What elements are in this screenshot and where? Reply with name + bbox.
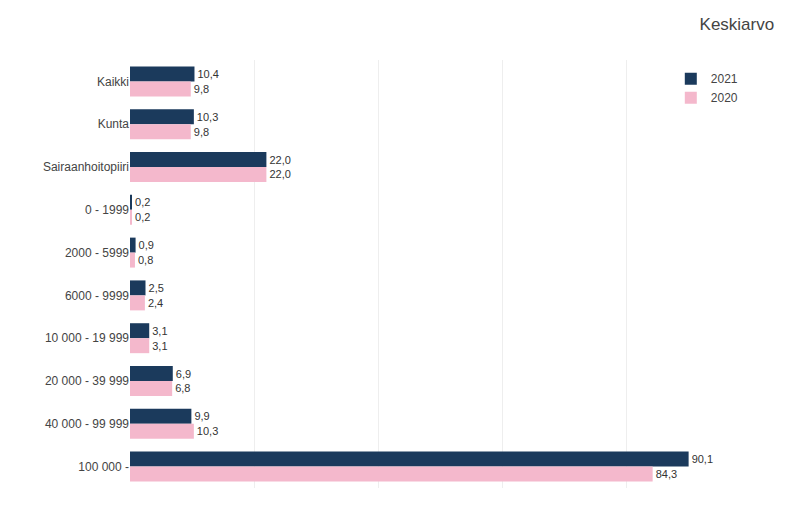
svg-text:84,3: 84,3 bbox=[656, 468, 677, 480]
svg-text:40 000 - 99 999: 40 000 - 99 999 bbox=[45, 417, 129, 431]
svg-text:0,8: 0,8 bbox=[138, 254, 153, 266]
svg-text:10,3: 10,3 bbox=[197, 111, 218, 123]
svg-text:6000 - 9999: 6000 - 9999 bbox=[65, 289, 129, 303]
svg-text:6,8: 6,8 bbox=[175, 382, 190, 394]
svg-text:3,1: 3,1 bbox=[152, 340, 167, 352]
svg-text:Kunta: Kunta bbox=[98, 117, 130, 131]
svg-text:0 - 1999: 0 - 1999 bbox=[85, 203, 129, 217]
svg-text:2,5: 2,5 bbox=[149, 282, 164, 294]
svg-text:2020: 2020 bbox=[711, 91, 738, 105]
svg-text:0,2: 0,2 bbox=[135, 211, 150, 223]
svg-text:10,3: 10,3 bbox=[197, 425, 218, 437]
svg-text:22,0: 22,0 bbox=[269, 154, 290, 166]
svg-text:9,8: 9,8 bbox=[194, 126, 209, 138]
svg-text:6,9: 6,9 bbox=[176, 368, 191, 380]
svg-text:Kaikki: Kaikki bbox=[97, 75, 129, 89]
svg-text:2000 - 5999: 2000 - 5999 bbox=[65, 246, 129, 260]
svg-text:22,0: 22,0 bbox=[269, 168, 290, 180]
svg-text:100 000 -: 100 000 - bbox=[78, 460, 129, 474]
svg-text:0,9: 0,9 bbox=[139, 239, 154, 251]
svg-text:0,2: 0,2 bbox=[135, 196, 150, 208]
svg-text:2,4: 2,4 bbox=[148, 297, 163, 309]
svg-text:20 000 - 39 999: 20 000 - 39 999 bbox=[45, 374, 129, 388]
svg-text:90,1: 90,1 bbox=[692, 453, 713, 465]
svg-text:9,8: 9,8 bbox=[194, 83, 209, 95]
svg-text:2021: 2021 bbox=[711, 72, 738, 86]
svg-text:Sairaanhoitopiiri: Sairaanhoitopiiri bbox=[43, 160, 129, 174]
svg-text:9,9: 9,9 bbox=[194, 410, 209, 422]
svg-text:10,4: 10,4 bbox=[197, 68, 218, 80]
svg-text:3,1: 3,1 bbox=[152, 325, 167, 337]
svg-text:Keskiarvo: Keskiarvo bbox=[700, 15, 775, 34]
svg-text:10 000 - 19 999: 10 000 - 19 999 bbox=[45, 331, 129, 345]
